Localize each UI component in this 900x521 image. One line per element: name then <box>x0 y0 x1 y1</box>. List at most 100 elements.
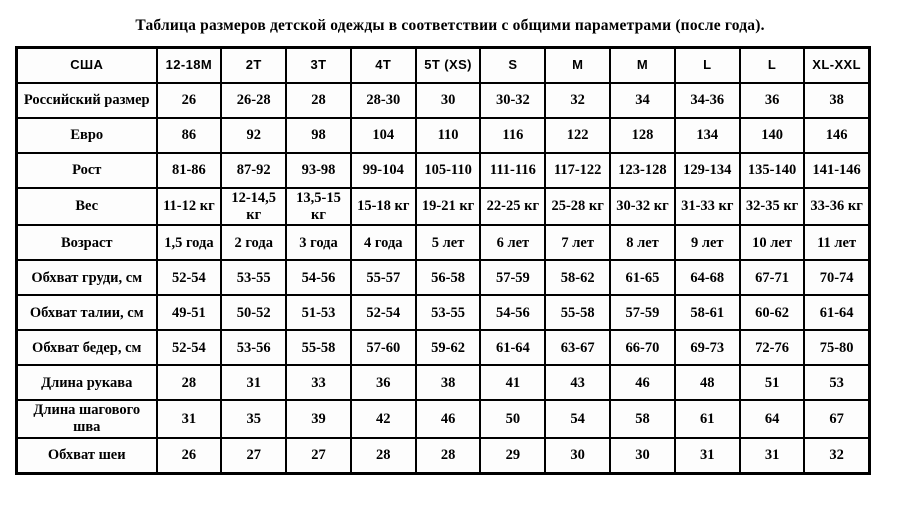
cell: 50 <box>479 399 547 439</box>
cell: 12-14,5 кг <box>220 186 288 227</box>
cell: 30-32 <box>479 82 547 119</box>
cell: 15-18 кг <box>349 186 417 227</box>
cell: 67 <box>803 399 871 439</box>
cell: 146 <box>803 117 871 154</box>
cell: 99-104 <box>349 152 417 189</box>
cell: 8 лет <box>609 224 676 262</box>
cell: 11-12 кг <box>155 186 223 227</box>
cell: 54-56 <box>479 294 547 332</box>
cell: 27 <box>220 436 288 475</box>
cell: 55-58 <box>544 294 612 332</box>
row-label: Евро <box>15 117 158 154</box>
cell: 50-52 <box>220 294 288 332</box>
cell: 98 <box>285 117 352 154</box>
cell: 104 <box>349 117 417 154</box>
cell: 72-76 <box>738 329 806 367</box>
cell: 26 <box>155 82 223 119</box>
column-header: L <box>738 46 806 84</box>
cell: 61-65 <box>609 259 676 297</box>
cell: 123-128 <box>609 152 676 189</box>
table-row: Обхват груди, см 52-54 53-55 54-56 55-57 56-5… <box>15 259 871 297</box>
cell: 31 <box>220 364 288 402</box>
cell: 36 <box>349 364 417 402</box>
cell: 33-36 кг <box>803 186 871 227</box>
cell: 35 <box>220 399 288 439</box>
cell: 51 <box>738 364 806 402</box>
cell: 3 года <box>285 224 352 262</box>
cell: 53-55 <box>414 294 482 332</box>
column-header: 4T <box>349 46 417 84</box>
column-header: XL-XXL <box>803 46 871 84</box>
cell: 53-55 <box>220 259 288 297</box>
row-label: Обхват шеи <box>15 436 158 475</box>
cell: 34-36 <box>673 82 741 119</box>
row-label: Рост <box>15 152 158 189</box>
cell: 66-70 <box>609 329 676 367</box>
column-header: 5T (XS) <box>414 46 482 84</box>
cell: 117-122 <box>544 152 612 189</box>
cell: 22-25 кг <box>479 186 547 227</box>
column-header: 2T <box>220 46 288 84</box>
cell: 58-62 <box>544 259 612 297</box>
cell: 141-146 <box>803 152 871 189</box>
cell: 39 <box>285 399 352 439</box>
cell: 27 <box>285 436 352 475</box>
row-label: Длина шагового шва <box>15 399 158 439</box>
cell: 57-59 <box>479 259 547 297</box>
row-label: Вес <box>15 186 158 227</box>
column-header: 3T <box>285 46 352 84</box>
cell: 26-28 <box>220 82 288 119</box>
row-label: Возраст <box>15 224 158 262</box>
cell: 54-56 <box>285 259 352 297</box>
cell: 30 <box>609 436 676 475</box>
cell: 28 <box>349 436 417 475</box>
cell: 19-21 кг <box>414 186 482 227</box>
cell: 60-62 <box>738 294 806 332</box>
cell: 140 <box>738 117 806 154</box>
header-row: США 12-18M 2T 3T 4T 5T (XS) S M M L L XL-XXL <box>15 46 871 84</box>
cell: 46 <box>414 399 482 439</box>
cell: 25-28 кг <box>544 186 612 227</box>
size-table: США 12-18M 2T 3T 4T 5T (XS) S M M L L XL-XXL Россий… <box>15 46 871 475</box>
cell: 42 <box>349 399 417 439</box>
cell: 28 <box>285 82 352 119</box>
table-row: Обхват бедер, см 52-54 53-56 55-58 57-60 59-6… <box>15 329 871 367</box>
cell: 2 года <box>220 224 288 262</box>
page-title: Таблица размеров детской одежды в соотве… <box>135 17 765 34</box>
cell: 86 <box>155 117 223 154</box>
cell: 128 <box>609 117 676 154</box>
table-row: Длина шагового шва 31 35 39 42 46 50 54 58 61 64 67 <box>15 399 871 439</box>
cell: 55-58 <box>285 329 352 367</box>
column-header: L <box>673 46 741 84</box>
cell: 49-51 <box>155 294 223 332</box>
cell: 10 лет <box>738 224 806 262</box>
cell: 11 лет <box>803 224 871 262</box>
cell: 7 лет <box>544 224 612 262</box>
row-label: Обхват груди, см <box>15 259 158 297</box>
cell: 64 <box>738 399 806 439</box>
cell: 30-32 кг <box>609 186 676 227</box>
column-header: S <box>479 46 547 84</box>
cell: 55-57 <box>349 259 417 297</box>
table-row: Евро 86 92 98 104 110 116 122 128 134 140 146 <box>15 117 871 154</box>
cell: 134 <box>673 117 741 154</box>
cell: 30 <box>544 436 612 475</box>
cell: 122 <box>544 117 612 154</box>
row-label: Длина рукава <box>15 364 158 402</box>
cell: 34 <box>609 82 676 119</box>
cell: 67-71 <box>738 259 806 297</box>
column-header: M <box>544 46 612 84</box>
cell: 75-80 <box>803 329 871 367</box>
cell: 28 <box>414 436 482 475</box>
cell: 32 <box>803 436 871 475</box>
cell: 4 года <box>349 224 417 262</box>
cell: 58 <box>609 399 676 439</box>
cell: 61 <box>673 399 741 439</box>
cell: 28-30 <box>349 82 417 119</box>
cell: 69-73 <box>673 329 741 367</box>
table-row: Вес 11-12 кг 12-14,5 кг 13,5-15 кг 15-18 кг 1… <box>15 186 871 227</box>
cell: 57-60 <box>349 329 417 367</box>
cell: 92 <box>220 117 288 154</box>
cell: 1,5 года <box>155 224 223 262</box>
